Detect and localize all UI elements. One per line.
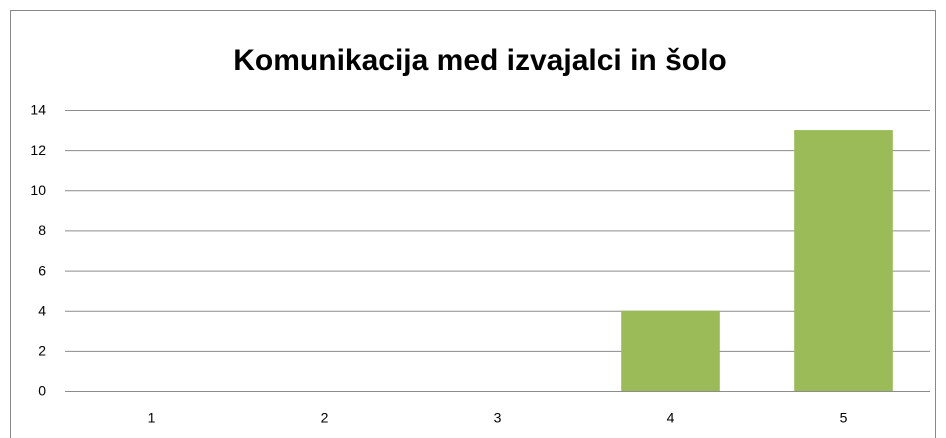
y-tick-label: 6 [38, 262, 46, 278]
y-tick-label: 12 [30, 142, 46, 158]
y-tick-label: 14 [30, 102, 46, 118]
chart-title: Komunikacija med izvajalci in šolo [233, 44, 727, 77]
x-tick-label: 2 [321, 410, 329, 426]
chart-border [10, 10, 936, 438]
x-tick-label: 3 [494, 410, 502, 426]
y-tick-label: 4 [38, 302, 46, 318]
y-tick-label: 2 [38, 343, 46, 359]
x-tick-label: 4 [667, 410, 675, 426]
y-tick-label: 0 [38, 383, 46, 399]
y-tick-label: 10 [30, 182, 46, 198]
y-tick-label: 8 [38, 222, 46, 238]
x-tick-label: 5 [840, 410, 848, 426]
bar [621, 310, 720, 391]
bar [794, 130, 893, 392]
x-tick-label: 1 [148, 410, 156, 426]
